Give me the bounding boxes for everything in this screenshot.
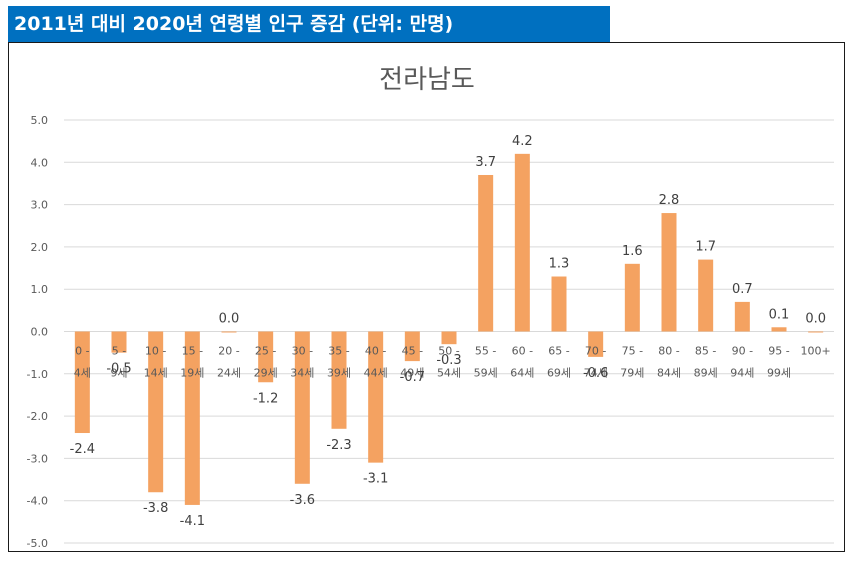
x-tick-label: 94세 xyxy=(730,367,754,380)
x-tick-label: 79세 xyxy=(620,367,644,380)
y-tick-label: 1.0 xyxy=(31,283,49,296)
data-label: -4.1 xyxy=(180,514,205,529)
chart-title: 전라남도 xyxy=(379,65,475,95)
x-tick-label: 29세 xyxy=(254,367,278,380)
data-label: 0.1 xyxy=(769,307,790,322)
x-tick-label: 55 - xyxy=(475,345,496,358)
x-tick-label: 5 - xyxy=(112,345,126,358)
x-tick-label: 49세 xyxy=(400,367,424,380)
y-tick-label: -2.0 xyxy=(27,410,48,423)
x-tick-label: 69세 xyxy=(547,367,571,380)
bar xyxy=(221,331,237,333)
x-tick-label: 85 - xyxy=(695,345,716,358)
data-label: -0.5 xyxy=(106,362,131,377)
x-tick-label: 99세 xyxy=(767,367,791,380)
y-tick-label: 3.0 xyxy=(31,199,49,212)
x-tick-label: 19세 xyxy=(180,367,204,380)
x-tick-label: 59세 xyxy=(474,367,498,380)
data-label: 1.7 xyxy=(695,240,716,255)
bar xyxy=(404,331,420,362)
x-tick-label: 64세 xyxy=(510,367,534,380)
bar xyxy=(478,174,494,332)
y-tick-label: 0.0 xyxy=(31,326,49,339)
bar xyxy=(184,331,200,505)
bar xyxy=(698,259,714,332)
bar xyxy=(734,301,750,332)
data-label: -0.7 xyxy=(400,370,425,385)
y-tick-label: -3.0 xyxy=(27,452,48,465)
data-label: 2.8 xyxy=(659,193,680,208)
x-tick-label: 75 - xyxy=(622,345,643,358)
data-label: -1.2 xyxy=(253,391,278,406)
data-label: -3.8 xyxy=(143,501,168,516)
x-tick-label: 25 - xyxy=(255,345,276,358)
x-tick-label: 50 - xyxy=(438,345,459,358)
x-tick-label: 10 - xyxy=(145,345,166,358)
y-tick-label: 4.0 xyxy=(31,156,49,169)
y-tick-label: -5.0 xyxy=(27,537,48,550)
data-label: 0.7 xyxy=(732,282,753,297)
y-tick-label: 2.0 xyxy=(31,241,49,254)
data-label: -2.3 xyxy=(326,438,351,453)
bar-chart: 전라남도 5.0 4.0 3.0 2.0 1.0 0.0 -1.0 -2.0 -3.0 -4.0 -… xyxy=(27,65,834,550)
bar xyxy=(441,331,457,345)
x-tick-label: 65 - xyxy=(548,345,569,358)
data-label: -3.6 xyxy=(290,493,315,508)
bar xyxy=(148,331,164,493)
x-tick-label: 34세 xyxy=(290,367,314,380)
data-label: -0.6 xyxy=(583,366,608,381)
y-tick-label: -4.0 xyxy=(27,495,48,508)
data-label: -3.1 xyxy=(363,472,388,487)
bar xyxy=(661,213,677,332)
data-label: 1.3 xyxy=(549,257,570,272)
x-tick-label: 14세 xyxy=(144,367,168,380)
bar xyxy=(551,276,567,332)
x-tick-label: 39세 xyxy=(327,367,351,380)
x-tick-label: 74세 xyxy=(584,367,608,380)
bar xyxy=(771,327,787,332)
x-tick-label: 100+ xyxy=(801,345,831,358)
x-tick-label: 35 - xyxy=(328,345,349,358)
bar xyxy=(258,331,274,383)
x-tick-label: 90 - xyxy=(732,345,753,358)
x-tick-label: 54세 xyxy=(437,367,461,380)
x-tick-label: 40 - xyxy=(365,345,386,358)
data-label: -0.3 xyxy=(436,353,461,368)
data-label: 1.6 xyxy=(622,244,643,259)
x-tick-label: 95 - xyxy=(768,345,789,358)
data-label: 3.7 xyxy=(475,155,496,170)
x-tick-label: 80 - xyxy=(658,345,679,358)
y-tick-label: -1.0 xyxy=(27,368,48,381)
x-tick-label: 84세 xyxy=(657,367,681,380)
data-label: 0.0 xyxy=(805,312,826,327)
bar xyxy=(514,153,530,332)
x-tick-label: 60 - xyxy=(512,345,533,358)
x-tick-label: 30 - xyxy=(292,345,313,358)
data-label: -2.4 xyxy=(70,442,95,457)
x-tick-label: 24세 xyxy=(217,367,241,380)
x-tick-label: 89세 xyxy=(694,367,718,380)
bar xyxy=(624,263,640,332)
bar xyxy=(74,331,90,434)
x-tick-label: 15 - xyxy=(182,345,203,358)
bar xyxy=(331,331,347,429)
bar xyxy=(588,331,604,357)
y-tick-label: 5.0 xyxy=(31,114,49,127)
chart-header-title: 2011년 대비 2020년 연령별 인구 증감 (단위: 만명) xyxy=(8,6,610,42)
x-tick-label: 70 - xyxy=(585,345,606,358)
data-label: 0.0 xyxy=(219,312,240,327)
x-tick-label: 44세 xyxy=(364,367,388,380)
bar xyxy=(368,331,384,463)
bar xyxy=(294,331,310,484)
bar xyxy=(808,331,824,333)
x-tick-label: 9세 xyxy=(110,367,127,380)
data-label: 4.2 xyxy=(512,134,533,149)
x-tick-label: 20 - xyxy=(218,345,239,358)
chart-frame: 전라남도 5.0 4.0 3.0 2.0 1.0 0.0 -1.0 -2.0 -3.0 -4.0 -… xyxy=(8,42,845,552)
x-tick-label: 4세 xyxy=(74,367,91,380)
x-tick-label: 45 - xyxy=(402,345,423,358)
bar xyxy=(111,331,127,353)
x-tick-label: 0 - xyxy=(75,345,89,358)
